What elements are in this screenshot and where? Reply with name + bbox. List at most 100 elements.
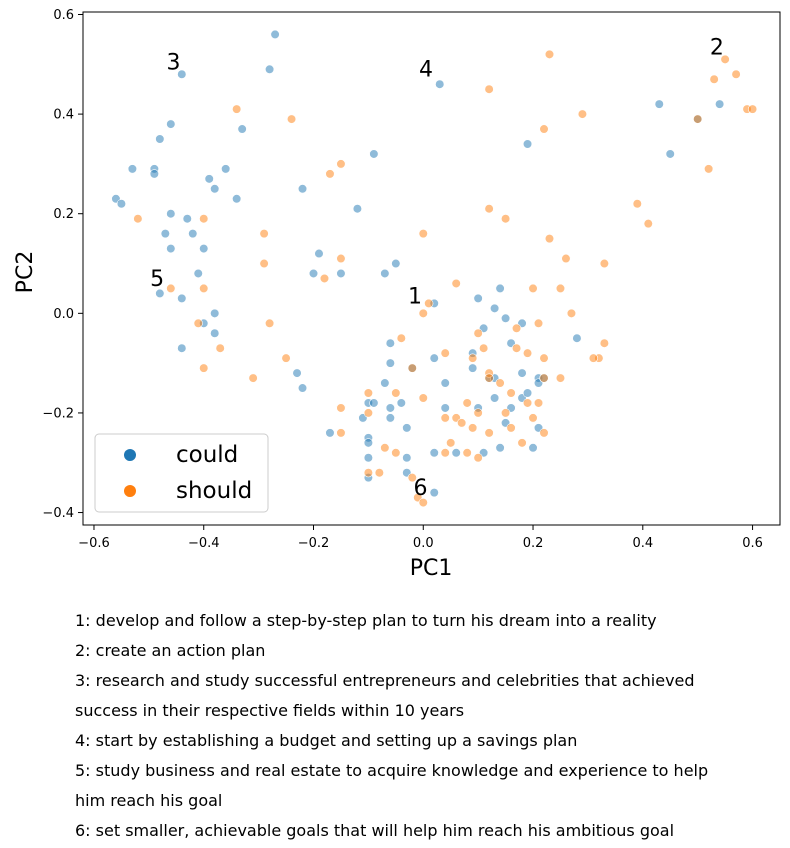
y-tick-label: 0.4 — [53, 108, 74, 123]
point-should-11 — [484, 204, 494, 214]
y-axis-label: PC2 — [13, 251, 38, 294]
point-should-20 — [319, 273, 330, 284]
x-axis-ticks: −0.6 −0.4 −0.2 0.0 0.2 0.4 0.6 — [78, 525, 763, 551]
point-could-43 — [500, 313, 511, 323]
note-3: 3: research and study successful entrepr… — [75, 671, 695, 690]
point-could-14 — [116, 199, 127, 209]
point-should-68 — [539, 428, 549, 438]
point-should-8 — [704, 164, 714, 174]
point-should-24 — [528, 283, 538, 294]
point-could-4 — [237, 124, 247, 134]
point-should-15 — [199, 214, 209, 224]
point-should-84 — [363, 468, 373, 478]
point-could-38 — [435, 79, 445, 89]
note-6: 6: set smaller, achievable goals that wi… — [75, 821, 675, 840]
point-should-44 — [539, 353, 549, 363]
x-tick-label: 0.0 — [413, 536, 434, 551]
point-could-70 — [429, 448, 439, 458]
point-should-61 — [462, 398, 472, 408]
point-should-12 — [500, 214, 511, 224]
point-should-25 — [555, 283, 566, 294]
y-tick-label: −0.2 — [42, 406, 74, 421]
point-could-88 — [325, 428, 335, 438]
point-should-87 — [418, 497, 428, 508]
point-could-2 — [264, 64, 275, 74]
point-could-3 — [166, 119, 176, 129]
point-should-1 — [484, 84, 494, 94]
point-should-21 — [561, 253, 571, 264]
point-could-11 — [210, 184, 220, 194]
x-axis-label: PC1 — [410, 556, 453, 581]
point-should-48 — [555, 373, 566, 383]
point-should-70 — [473, 453, 483, 463]
point-should-78 — [336, 428, 346, 438]
point-should-69 — [517, 438, 527, 448]
point-should-89 — [709, 74, 719, 84]
point-could-25 — [308, 268, 319, 279]
point-should-80 — [363, 408, 373, 418]
point-should-88 — [720, 54, 730, 64]
point-could-26 — [336, 268, 346, 279]
point-could-83 — [363, 438, 373, 448]
point-could-6 — [127, 164, 137, 174]
point-should-5 — [286, 114, 297, 124]
point-could-8 — [149, 169, 159, 179]
point-should-16 — [259, 229, 269, 239]
point-could-9 — [221, 164, 231, 174]
point-should-66 — [484, 428, 494, 438]
annotation-notes: 1: develop and follow a step-by-step pla… — [75, 606, 775, 846]
point-should-29 — [193, 318, 203, 328]
point-should-76 — [391, 388, 401, 398]
point-should-39 — [479, 343, 489, 353]
point-could-72 — [380, 378, 390, 388]
point-should-43 — [522, 348, 533, 358]
point-should-90 — [731, 69, 741, 79]
point-could-22 — [166, 243, 176, 254]
point-should-45 — [599, 338, 609, 348]
point-could-15 — [232, 194, 242, 204]
point-should-34 — [248, 373, 258, 383]
point-could-58 — [490, 393, 500, 403]
point-should-18 — [259, 258, 269, 269]
x-tick-label: −0.6 — [78, 536, 110, 551]
x-tick-label: 0.4 — [632, 536, 653, 551]
point-should-71 — [462, 448, 472, 458]
point-could-71 — [385, 338, 395, 348]
point-could-0 — [270, 29, 280, 40]
point-should-91 — [693, 114, 703, 124]
point-could-17 — [182, 214, 192, 224]
note-5-continued: him reach his goal — [75, 791, 223, 810]
point-should-53 — [495, 378, 505, 388]
data-points — [111, 29, 758, 508]
point-should-28 — [199, 283, 209, 294]
point-should-3 — [539, 124, 549, 134]
y-tick-label: −0.4 — [42, 506, 74, 521]
y-tick-label: 0.2 — [53, 207, 74, 222]
point-should-2 — [577, 109, 588, 119]
plot-frame — [82, 11, 781, 526]
point-should-23 — [451, 278, 461, 289]
legend-label-should: should — [176, 478, 252, 504]
note-1: 1: develop and follow a step-by-step pla… — [75, 611, 657, 630]
point-should-41 — [533, 318, 544, 328]
point-should-81 — [380, 443, 390, 453]
point-could-31 — [177, 293, 187, 303]
point-could-36 — [292, 368, 302, 378]
point-should-83 — [374, 468, 384, 478]
point-should-85 — [407, 473, 417, 483]
point-should-52 — [484, 373, 494, 383]
point-could-23 — [199, 243, 209, 254]
point-could-29 — [193, 268, 203, 279]
point-should-77 — [336, 403, 346, 413]
point-could-60 — [522, 388, 533, 398]
note-5: 5: study business and real estate to acq… — [75, 761, 709, 780]
point-could-66 — [528, 443, 538, 453]
point-could-48 — [429, 353, 439, 363]
point-should-49 — [440, 348, 450, 358]
point-could-75 — [385, 413, 395, 423]
point-could-20 — [160, 229, 170, 239]
point-could-76 — [402, 423, 412, 433]
point-should-35 — [424, 298, 434, 308]
point-could-80 — [369, 398, 379, 408]
point-could-37 — [297, 383, 308, 393]
